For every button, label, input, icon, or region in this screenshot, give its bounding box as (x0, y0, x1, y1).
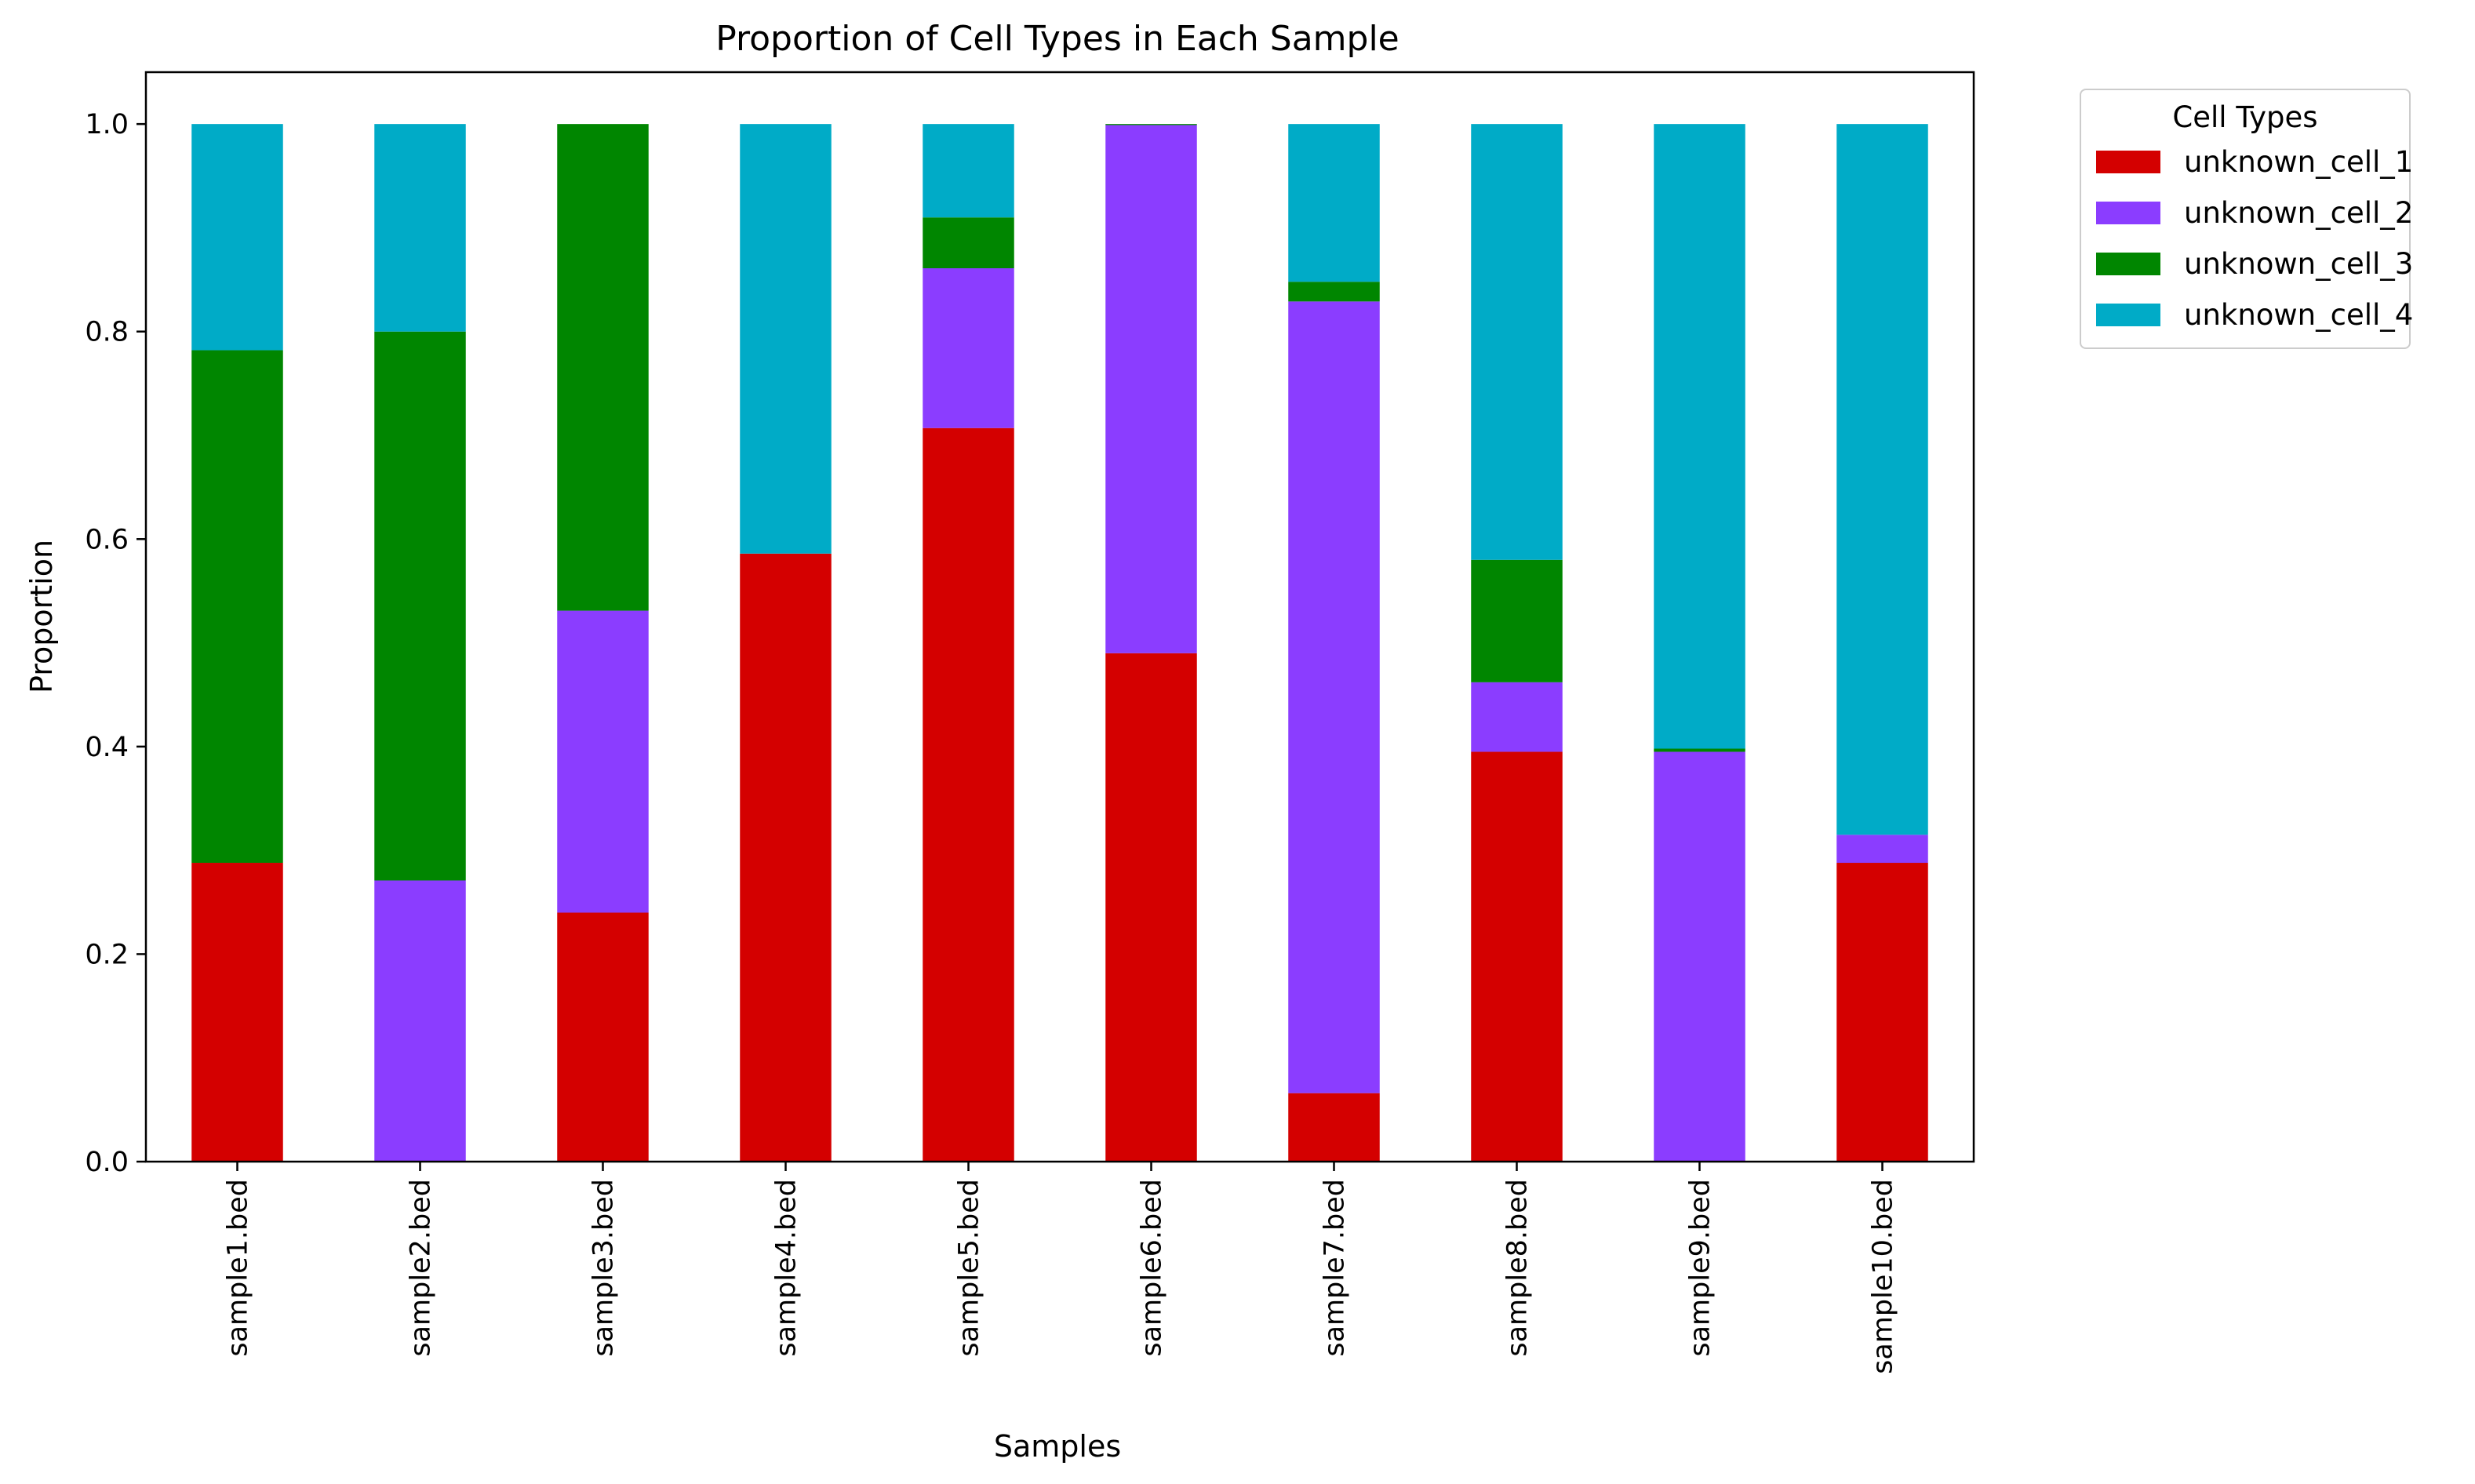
bar-segment-unknown_cell_2-sample6.bed (1105, 125, 1197, 653)
bar-segment-unknown_cell_1-sample8.bed (1471, 751, 1563, 1162)
y-tick-label: 0.0 (85, 1147, 129, 1178)
y-axis-label: Proportion (24, 540, 59, 693)
legend-swatch-unknown_cell_3 (2096, 253, 2160, 275)
bar-segment-unknown_cell_2-sample5.bed (923, 268, 1014, 428)
bar-segment-unknown_cell_3-sample5.bed (923, 217, 1014, 269)
x-tick-label: sample9.bed (1685, 1179, 1716, 1357)
bar-segment-unknown_cell_3-sample9.bed (1654, 748, 1745, 752)
y-tick-label: 0.2 (85, 939, 129, 970)
y-tick-label: 1.0 (85, 109, 129, 140)
x-tick-label: sample6.bed (1137, 1179, 1168, 1357)
x-axis: sample1.bed sample2.bed sample3.bed sample4… (223, 1162, 1899, 1374)
bar-segment-unknown_cell_4-sample2.bed (374, 124, 466, 332)
bar-segment-unknown_cell_2-sample9.bed (1654, 751, 1745, 1162)
x-tick-label: sample5.bed (954, 1179, 985, 1357)
bar-segment-unknown_cell_2-sample10.bed (1836, 835, 1928, 864)
legend-swatch-unknown_cell_4 (2096, 304, 2160, 326)
x-tick-label: sample2.bed (406, 1179, 437, 1357)
bar-segment-unknown_cell_1-sample10.bed (1836, 863, 1928, 1162)
bar-segment-unknown_cell_1-sample4.bed (740, 553, 832, 1162)
bar-segment-unknown_cell_1-sample1.bed (191, 863, 283, 1162)
bars-layer (191, 124, 1928, 1162)
bar-segment-unknown_cell_2-sample8.bed (1471, 682, 1563, 752)
legend-label-unknown_cell_1: unknown_cell_1 (2184, 145, 2413, 179)
legend-items: unknown_cell_1 unknown_cell_2 unknown_cell… (2096, 145, 2413, 332)
bar-segment-unknown_cell_2-sample2.bed (374, 880, 466, 1162)
y-axis: 0.0 0.2 0.4 0.6 0.8 1.0 (85, 109, 146, 1178)
bar-segment-unknown_cell_2-sample7.bed (1288, 301, 1380, 1093)
bar-segment-unknown_cell_3-sample2.bed (374, 331, 466, 881)
bar-segment-unknown_cell_3-sample3.bed (557, 124, 649, 611)
bar-segment-unknown_cell_4-sample4.bed (740, 124, 832, 554)
bar-segment-unknown_cell_4-sample10.bed (1836, 124, 1928, 835)
bar-segment-unknown_cell_3-sample1.bed (191, 350, 283, 864)
legend-box (2080, 89, 2411, 349)
legend-swatch-unknown_cell_1 (2096, 151, 2160, 173)
x-tick-label: sample4.bed (771, 1179, 803, 1357)
x-tick-label: sample3.bed (588, 1179, 620, 1357)
bar-segment-unknown_cell_4-sample1.bed (191, 124, 283, 351)
x-tick-label: sample7.bed (1319, 1179, 1351, 1357)
legend-label-unknown_cell_2: unknown_cell_2 (2184, 196, 2413, 230)
legend-title: Cell Types (2172, 100, 2317, 134)
x-tick-label: sample10.bed (1868, 1179, 1899, 1374)
bar-segment-unknown_cell_3-sample7.bed (1288, 282, 1380, 302)
plot-area-frame (144, 71, 1975, 1163)
y-tick-label: 0.8 (85, 317, 129, 348)
bar-segment-unknown_cell_4-sample7.bed (1288, 124, 1380, 282)
bar-segment-unknown_cell_1-sample7.bed (1288, 1093, 1380, 1162)
x-axis-label: Samples (994, 1429, 1121, 1464)
y-tick-label: 0.6 (85, 524, 129, 555)
legend-label-unknown_cell_3: unknown_cell_3 (2184, 247, 2413, 281)
legend-swatch-unknown_cell_2 (2096, 202, 2160, 224)
bar-segment-unknown_cell_4-sample8.bed (1471, 124, 1563, 560)
bar-segment-unknown_cell_4-sample9.bed (1654, 124, 1745, 749)
bar-segment-unknown_cell_1-sample3.bed (557, 912, 649, 1162)
x-tick-label: sample8.bed (1502, 1179, 1534, 1357)
bar-segment-unknown_cell_1-sample5.bed (923, 427, 1014, 1162)
bar-segment-unknown_cell_3-sample8.bed (1471, 559, 1563, 682)
chart-title: Proportion of Cell Types in Each Sample (715, 19, 1399, 59)
x-tick-label: sample1.bed (223, 1179, 254, 1357)
bar-segment-unknown_cell_4-sample5.bed (923, 124, 1014, 218)
bar-segment-unknown_cell_3-sample6.bed (1105, 124, 1197, 125)
bar-segment-unknown_cell_2-sample3.bed (557, 610, 649, 913)
y-tick-label: 0.4 (85, 732, 129, 763)
legend: Cell Types unknown_cell_1unknown_cell_2u… (2080, 89, 2413, 349)
bar-segment-unknown_cell_1-sample6.bed (1105, 653, 1197, 1162)
legend-label-unknown_cell_4: unknown_cell_4 (2184, 298, 2413, 332)
